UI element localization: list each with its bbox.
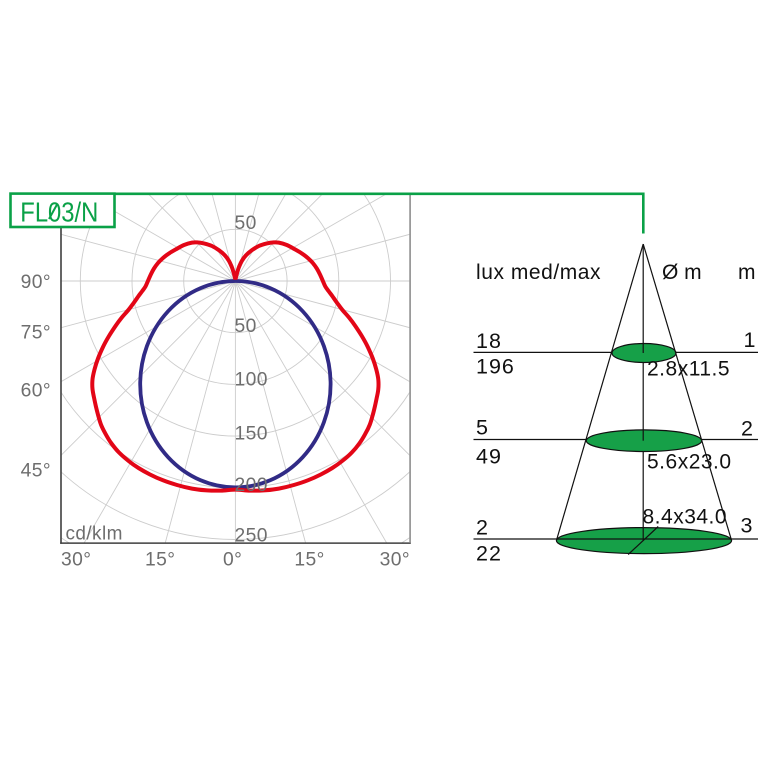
svg-text:250: 250: [235, 525, 268, 546]
svg-text:22: 22: [476, 542, 502, 566]
svg-text:lux med/max: lux med/max: [476, 261, 601, 284]
svg-text:45°: 45°: [21, 461, 51, 482]
svg-text:75°: 75°: [21, 322, 51, 343]
svg-text:15°: 15°: [294, 550, 324, 571]
svg-text:2: 2: [476, 516, 488, 540]
svg-text:0°: 0°: [223, 550, 242, 571]
svg-text:m: m: [738, 261, 756, 284]
svg-text:150: 150: [235, 423, 268, 444]
svg-text:49: 49: [476, 445, 502, 469]
svg-text:FL03/N: FL03/N: [20, 196, 98, 227]
svg-text:5: 5: [476, 416, 488, 440]
svg-text:60°: 60°: [21, 380, 51, 401]
svg-text:3: 3: [741, 513, 753, 537]
svg-text:100: 100: [235, 370, 268, 391]
svg-text:200: 200: [235, 475, 268, 496]
svg-text:30°: 30°: [61, 550, 91, 571]
svg-text:cd/klm: cd/klm: [66, 524, 123, 545]
svg-text:Ø m: Ø m: [662, 261, 702, 284]
svg-text:8.4x34.0: 8.4x34.0: [643, 506, 728, 529]
svg-text:196: 196: [476, 355, 515, 379]
svg-text:30°: 30°: [380, 550, 410, 571]
svg-text:1: 1: [744, 328, 756, 352]
svg-text:15°: 15°: [145, 550, 175, 571]
svg-text:50: 50: [235, 316, 257, 337]
svg-text:18: 18: [476, 329, 502, 353]
svg-text:90°: 90°: [21, 272, 51, 293]
svg-text:5.6x23.0: 5.6x23.0: [647, 451, 732, 474]
svg-text:2.8x11.5: 2.8x11.5: [647, 358, 730, 381]
svg-text:50: 50: [235, 213, 257, 234]
svg-text:2: 2: [741, 417, 753, 441]
